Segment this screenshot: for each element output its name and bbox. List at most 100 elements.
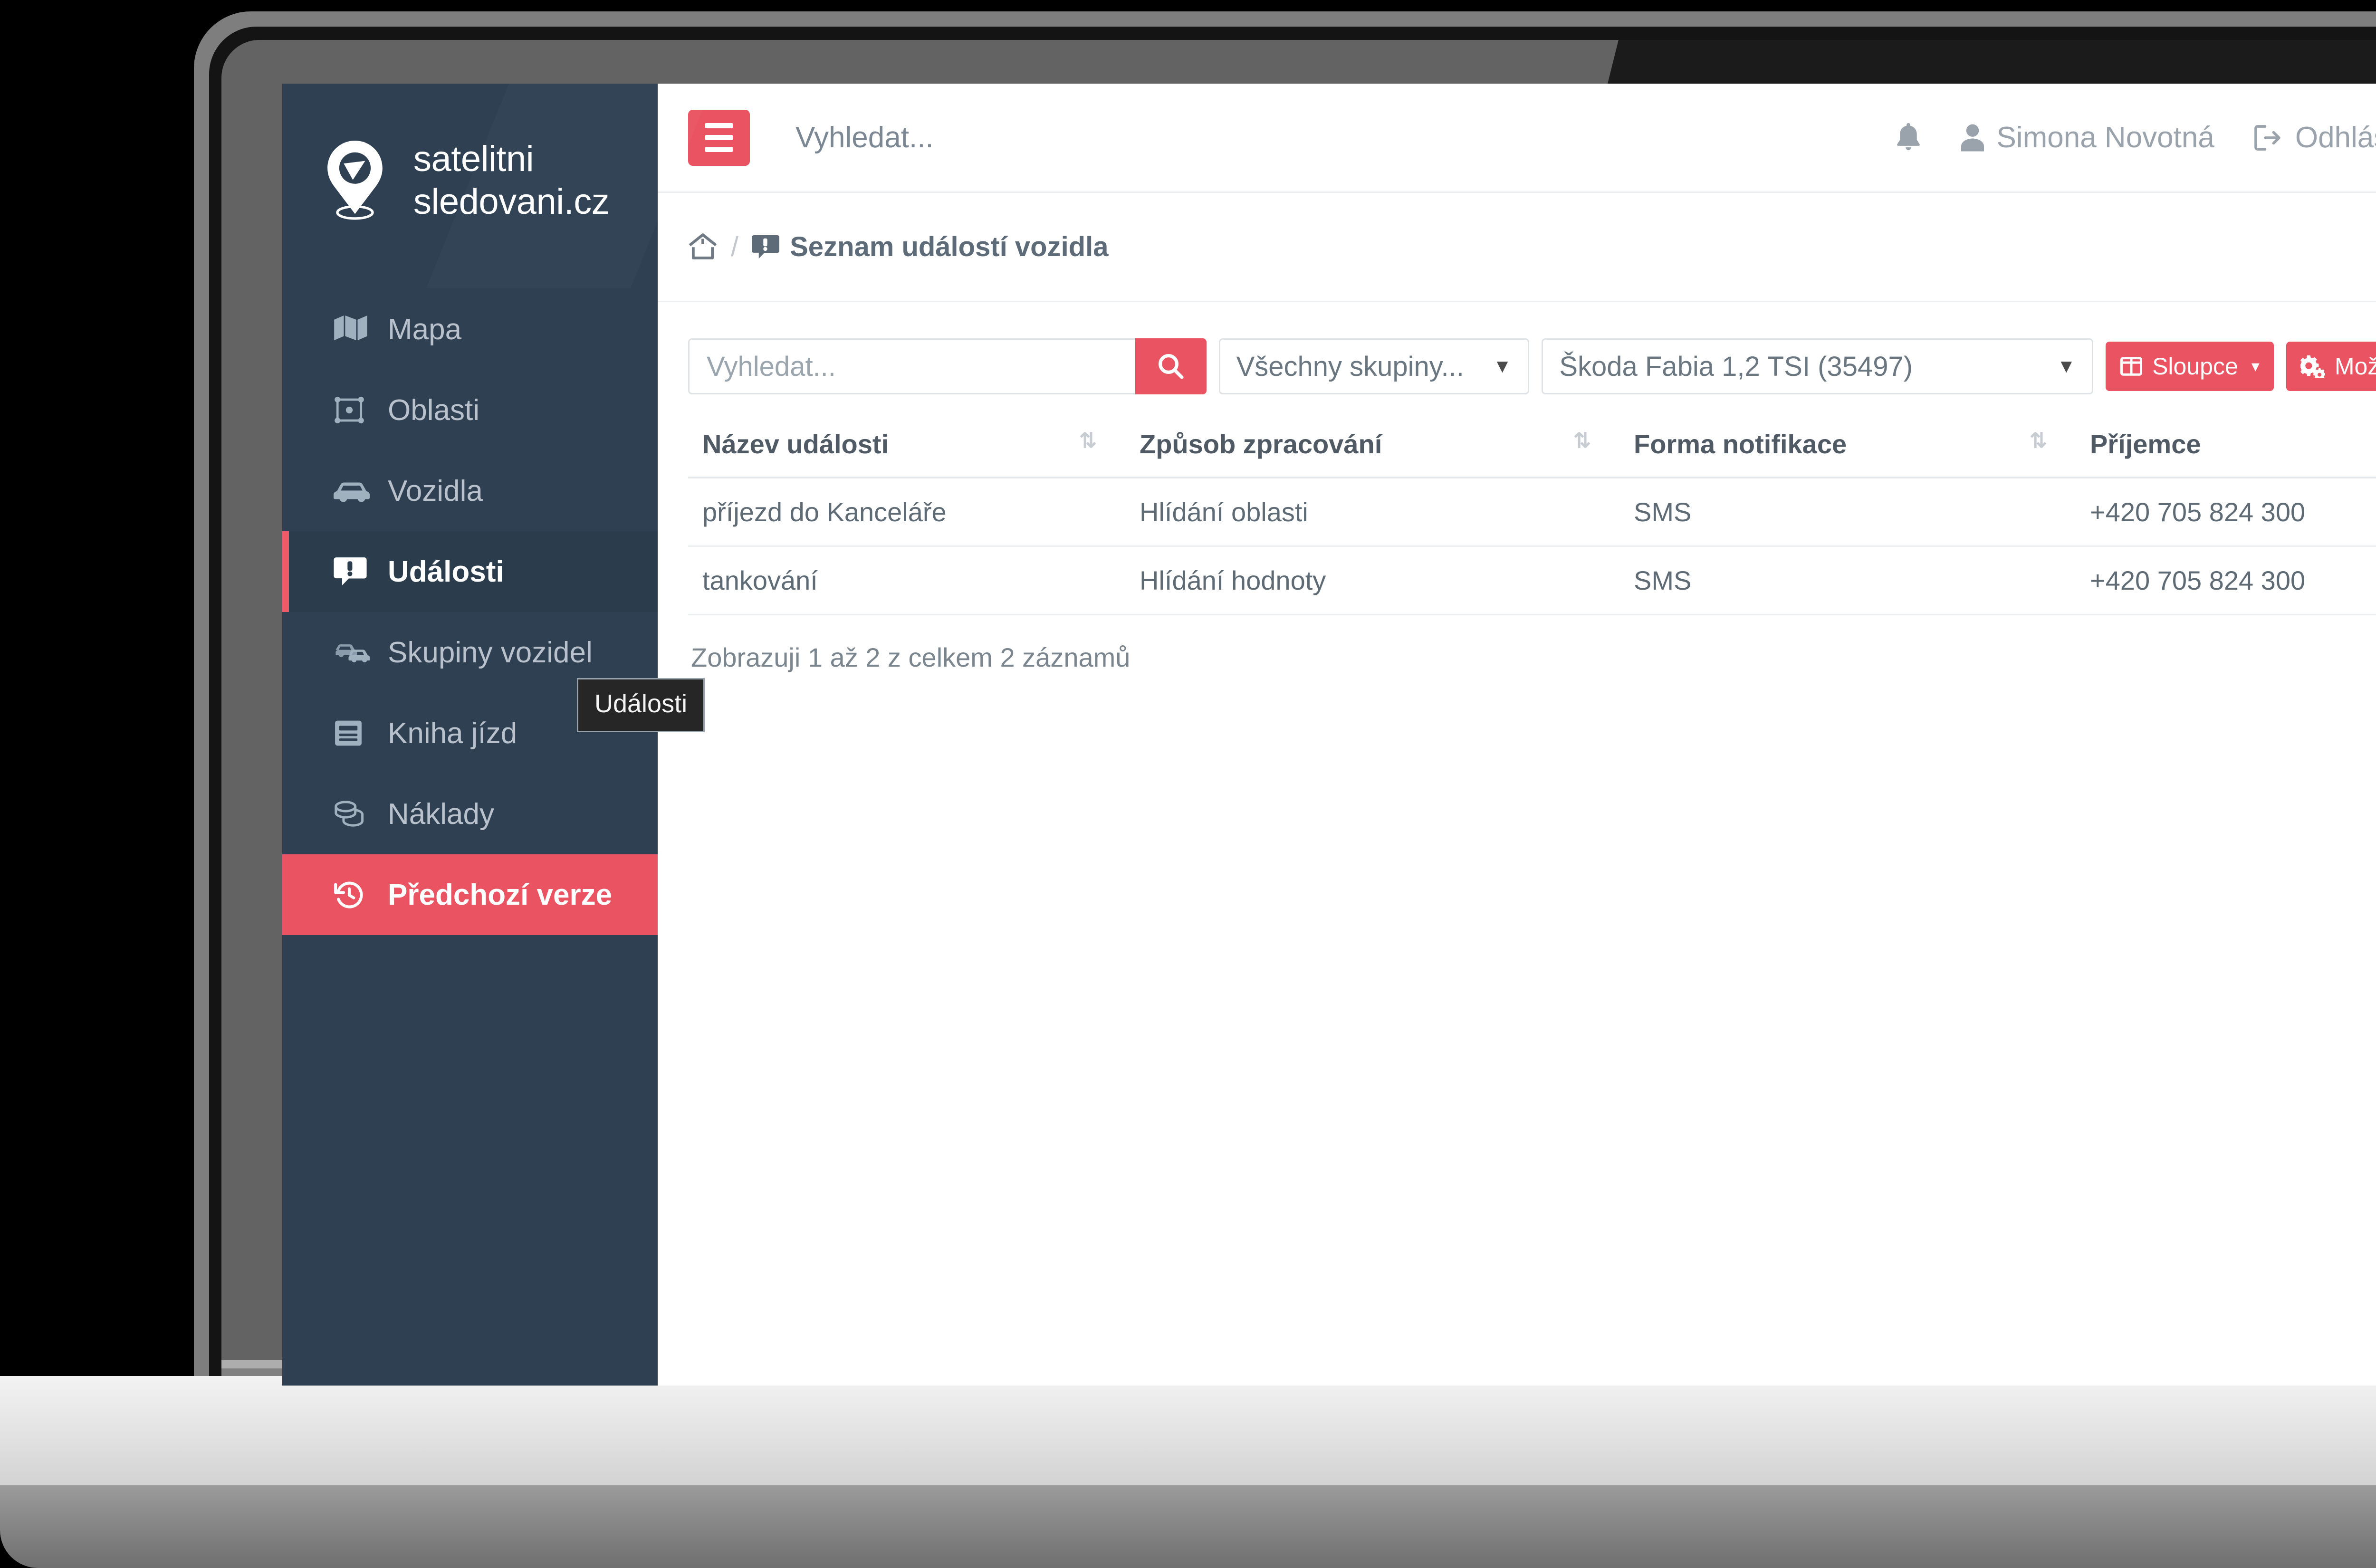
app-root: satelitni sledovani.cz Mapa	[282, 84, 2376, 1386]
map-icon	[334, 316, 370, 343]
sidebar-item-label: Náklady	[388, 797, 494, 831]
columns-icon	[2120, 356, 2143, 377]
caret-down-icon: ▾	[2251, 357, 2260, 375]
sidebar-nav: Mapa Oblasti	[282, 277, 658, 935]
table-row[interactable]: příjezd do Kanceláře Hlídání oblasti SMS…	[688, 478, 2376, 547]
book-icon	[334, 718, 370, 748]
sidebar-item-label: Mapa	[388, 313, 462, 346]
sidebar-item-kniha-jizd[interactable]: Kniha jízd	[282, 693, 658, 774]
logout-label: Odhlásit se	[2295, 121, 2376, 154]
search-button[interactable]	[1135, 338, 1207, 394]
hamburger-bar	[705, 135, 733, 140]
sidebar-item-predchozi-verze[interactable]: Předchozí verze	[282, 854, 658, 935]
map-pin-navigation-icon	[319, 139, 391, 222]
column-header-zpusob-zpracovani[interactable]: Způsob zpracování ⇅	[1125, 416, 1619, 478]
content-area: Všechny skupiny... ▼ Škoda Fabia 1,2 TSI…	[658, 302, 2376, 1386]
area-polygon-icon	[334, 395, 370, 425]
hamburger-bar	[705, 147, 733, 152]
topbar-search-label[interactable]: Vyhledat...	[795, 121, 934, 154]
chevron-down-icon: ▼	[2057, 355, 2076, 377]
column-header-nazev-udalosti[interactable]: Název události ⇅	[688, 416, 1125, 478]
sidebar: satelitni sledovani.cz Mapa	[282, 84, 705, 1386]
table-head: Název události ⇅ Způsob zpracování ⇅ For…	[688, 416, 2376, 478]
column-header-prijemce[interactable]: Příjemce ⇅	[2076, 416, 2376, 478]
sidebar-tooltip: Události	[577, 678, 705, 732]
sidebar-item-label: Oblasti	[388, 393, 479, 427]
logout-button[interactable]: Odhlásit se	[2234, 121, 2376, 154]
cell-zpusob-zpracovani: Hlídání oblasti	[1125, 478, 1619, 547]
sidebar-item-oblasti[interactable]: Oblasti	[282, 370, 658, 450]
gears-icon	[2300, 355, 2325, 378]
chevron-down-icon: ▼	[1493, 355, 1512, 377]
laptop-base-bottom	[0, 1485, 2376, 1568]
sort-updown-icon: ⇅	[1573, 429, 1591, 452]
sidebar-item-label: Skupiny vozidel	[388, 636, 593, 669]
table-header-row: Název události ⇅ Způsob zpracování ⇅ For…	[688, 416, 2376, 478]
cell-zpusob-zpracovani: Hlídání hodnoty	[1125, 546, 1619, 615]
filter-toolbar: Všechny skupiny... ▼ Škoda Fabia 1,2 TSI…	[688, 338, 2376, 394]
search-group	[688, 338, 1207, 394]
sidebar-item-label: Kniha jízd	[388, 717, 517, 750]
hamburger-icon[interactable]	[688, 109, 750, 166]
search-input[interactable]	[688, 338, 1135, 394]
columns-button[interactable]: Sloupce ▾	[2106, 342, 2274, 391]
options-button[interactable]: Možnosti ▾	[2286, 342, 2376, 391]
brand-line-1: satelitni	[413, 139, 534, 180]
brand-logo[interactable]: satelitni sledovani.cz	[282, 84, 658, 277]
column-header-label: Způsob zpracování	[1140, 429, 1382, 459]
vehicle-filter-select[interactable]: Škoda Fabia 1,2 TSI (35497) ▼	[1542, 338, 2094, 394]
cell-nazev-udalosti: příjezd do Kanceláře	[688, 478, 1125, 547]
user-icon	[1961, 124, 1984, 152]
logout-icon	[2254, 124, 2283, 151]
column-header-label: Příjemce	[2090, 429, 2201, 459]
group-filter-value: Všechny skupiny...	[1236, 351, 1464, 382]
sidebar-item-udalosti[interactable]: Události	[282, 531, 658, 612]
column-header-label: Název události	[702, 429, 889, 459]
column-header-forma-notifikace[interactable]: Forma notifikace ⇅	[1619, 416, 2076, 478]
sidebar-item-skupiny-vozidel[interactable]: Skupiny vozidel	[282, 612, 658, 693]
sort-updown-icon: ⇅	[1079, 429, 1097, 452]
sidebar-item-vozidla[interactable]: Vozidla	[282, 450, 658, 531]
vehicle-filter-value: Škoda Fabia 1,2 TSI (35497)	[1559, 351, 1913, 382]
laptop-base-top	[0, 1376, 2376, 1485]
columns-button-label: Sloupce	[2152, 353, 2238, 380]
cell-nazev-udalosti: tankování	[688, 546, 1125, 615]
screen-viewport: satelitni sledovani.cz Mapa	[282, 84, 2376, 1386]
breadcrumb-current-label: Seznam událostí vozidla	[790, 231, 1109, 262]
cell-forma-notifikace: SMS	[1619, 478, 2076, 547]
home-icon[interactable]	[688, 233, 718, 261]
user-name: Simona Novotná	[1996, 121, 2214, 154]
car-icon	[334, 480, 370, 502]
hamburger-bar	[705, 123, 733, 128]
alert-comment-icon	[334, 556, 370, 587]
sidebar-item-label: Události	[388, 555, 504, 588]
group-filter-select[interactable]: Všechny skupiny... ▼	[1218, 338, 1530, 394]
sidebar-item-label: Předchozí verze	[388, 878, 613, 911]
coins-icon	[334, 799, 370, 829]
sort-updown-icon: ⇅	[2030, 429, 2047, 452]
breadcrumb: / Seznam událostí vozidla	[658, 193, 2376, 302]
brand-logo-text: satelitni sledovani.cz	[413, 138, 610, 223]
alert-comment-icon	[752, 234, 780, 260]
main-area: Vyhledat...	[658, 84, 2376, 1386]
table-records-info: Zobrazuji 1 až 2 z celkem 2 záznamů	[691, 642, 1131, 672]
breadcrumb-separator: /	[731, 231, 739, 262]
notifications-button[interactable]	[1876, 123, 1941, 153]
breadcrumb-current: Seznam událostí vozidla	[752, 231, 1109, 263]
user-menu-button[interactable]: Simona Novotná	[1941, 121, 2234, 154]
cars-group-icon	[334, 641, 370, 664]
search-icon	[1158, 353, 1184, 380]
table-row[interactable]: tankování Hlídání hodnoty SMS +420 705 8…	[688, 546, 2376, 615]
topbar: Vyhledat...	[658, 84, 2376, 193]
sidebar-item-naklady[interactable]: Náklady	[282, 774, 658, 854]
table-body: příjezd do Kanceláře Hlídání oblasti SMS…	[688, 478, 2376, 615]
events-table: Název události ⇅ Způsob zpracování ⇅ For…	[688, 416, 2376, 615]
column-header-label: Forma notifikace	[1634, 429, 1847, 459]
sidebar-item-mapa[interactable]: Mapa	[282, 289, 658, 370]
cell-forma-notifikace: SMS	[1619, 546, 2076, 615]
sidebar-item-label: Vozidla	[388, 474, 483, 507]
bell-icon	[1896, 123, 1921, 153]
cell-prijemce: +420 705 824 300	[2076, 546, 2376, 615]
cell-prijemce: +420 705 824 300	[2076, 478, 2376, 547]
